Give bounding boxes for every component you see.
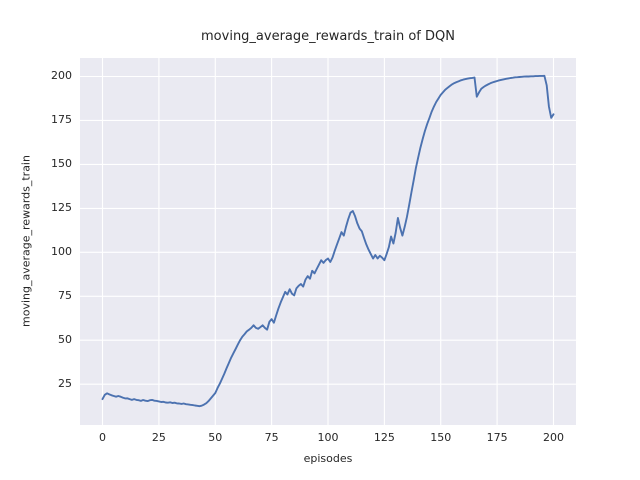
y-tick-label: 150 (51, 157, 72, 171)
y-tick-label: 100 (51, 245, 72, 259)
x-tick-label: 150 (430, 431, 452, 444)
x-tick-label: 75 (264, 431, 279, 444)
x-tick-label: 200 (542, 431, 564, 444)
y-tick-label: 200 (51, 69, 72, 83)
x-tick-label: 175 (486, 431, 508, 444)
chart-title: moving_average_rewards_train of DQN (201, 29, 455, 44)
y-tick-label: 25 (58, 377, 72, 391)
y-tick-label: 175 (51, 113, 72, 127)
x-tick-label: 0 (99, 431, 107, 444)
y-tick-label: 125 (51, 201, 72, 215)
plot-area (80, 58, 576, 425)
x-tick-label: 100 (317, 431, 339, 444)
x-tick-label: 25 (151, 431, 166, 444)
x-axis-label: episodes (303, 452, 353, 465)
x-tick-label: 125 (373, 431, 395, 444)
y-tick-label: 50 (58, 333, 72, 347)
x-tick-label: 50 (208, 431, 223, 444)
reward-line (101, 74, 555, 408)
y-tick-label: 75 (58, 289, 72, 303)
